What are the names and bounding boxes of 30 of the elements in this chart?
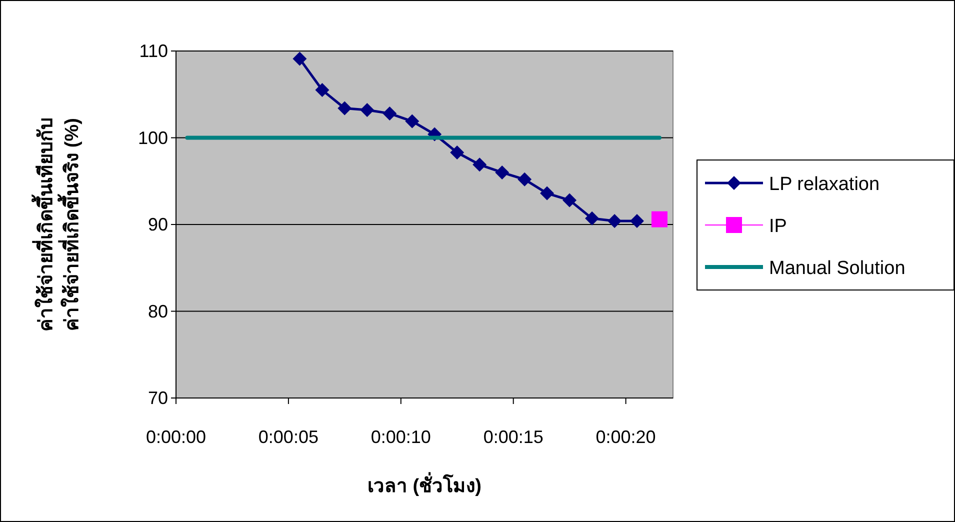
- point: [382, 106, 397, 120]
- point: [585, 211, 600, 226]
- point: [518, 172, 532, 186]
- point: [608, 214, 622, 228]
- legend-label: LP relaxation: [769, 174, 880, 195]
- y-tick-label: 70: [148, 388, 168, 408]
- point: [630, 214, 644, 228]
- x-tick-label: 0:00:20: [596, 427, 656, 447]
- x-tick-label: 0:00:15: [483, 427, 544, 447]
- y-tick-label: 110: [139, 41, 168, 61]
- point: [472, 158, 487, 172]
- y-tick-label: 90: [148, 214, 168, 234]
- y-axis-title: ค่าใช้จ่ายที่เกิดขึ้นเทียบกับ ค่าใช้จ่ายที่เกิดขึ้นจริง (%): [31, 118, 83, 332]
- point: [450, 146, 464, 160]
- point: [495, 165, 510, 180]
- point: [405, 114, 420, 128]
- point: [338, 101, 352, 116]
- point: [360, 102, 374, 117]
- point: [540, 186, 554, 200]
- point: [292, 52, 307, 66]
- x-tick-label: 0:00:10: [370, 427, 431, 447]
- y-tick-label: 100: [138, 128, 168, 148]
- x-tick-label: 0:00:00: [146, 427, 206, 447]
- y-tick-label: 80: [148, 301, 168, 322]
- x-axis-title: เวลา (ชั่วโมง): [368, 472, 482, 497]
- point: [315, 83, 330, 98]
- x-tick-label: 0:00:05: [258, 427, 318, 447]
- legend-label: IP: [769, 216, 787, 237]
- legend-label: Manual Solution: [769, 258, 906, 279]
- point: [562, 193, 577, 208]
